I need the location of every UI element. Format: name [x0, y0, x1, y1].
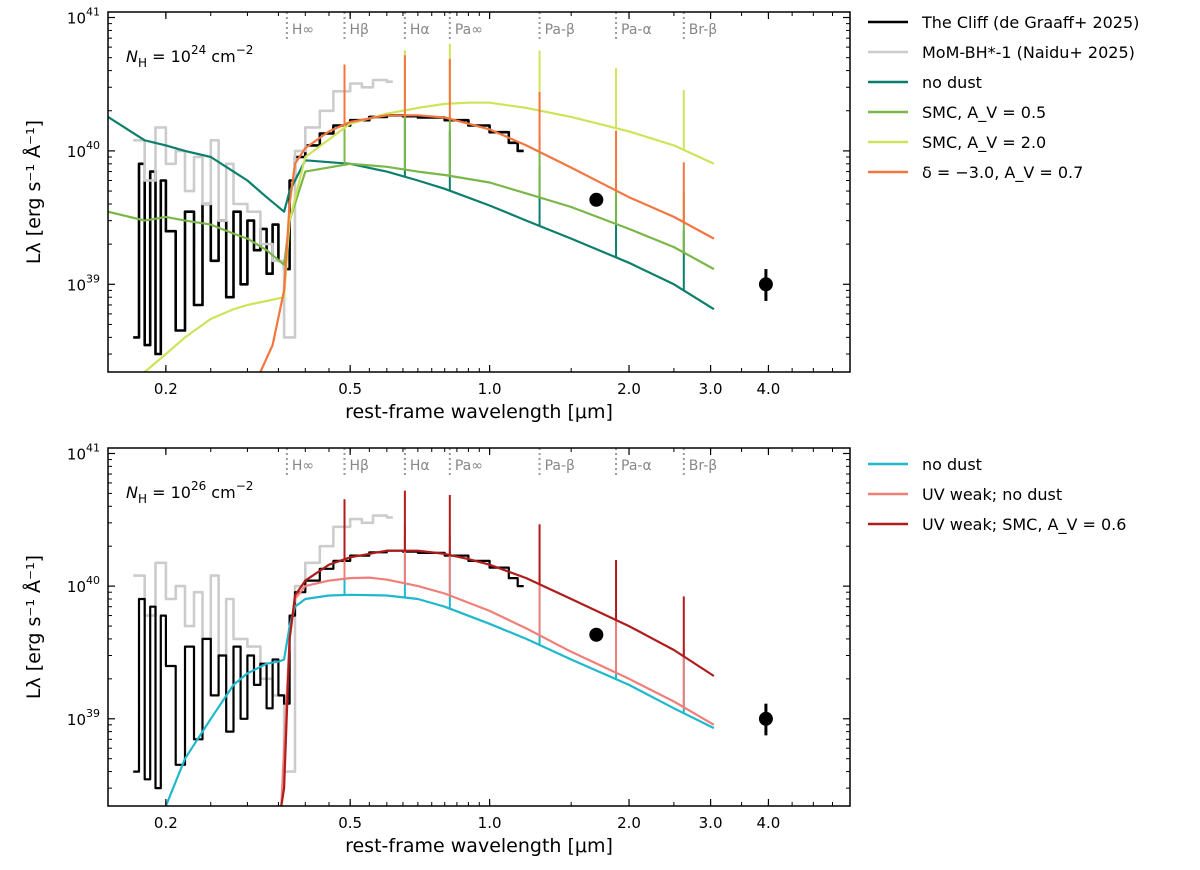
x-tick-label: 1.0 [478, 380, 502, 398]
legend-entry: MoM-BH*-1 (Naidu+ 2025) [922, 43, 1135, 62]
y-tick-label: 1041 [67, 441, 100, 463]
y-tick-label: 1039 [67, 272, 100, 294]
x-axis-label: rest-frame wavelength [μm] [345, 835, 613, 857]
emission-line-label: Pa-β [545, 22, 575, 38]
x-tick-label: 0.5 [338, 380, 362, 398]
photometry-point [758, 277, 773, 292]
series-line [133, 114, 524, 356]
y-tick-label: 1040 [67, 139, 100, 161]
panel-bottom: H∞ Hβ Hα Pa∞ Pa-β Pa-α Br-β 0.2 0.5 1.0 2.0 3.0 4.0 1… [22, 441, 1126, 857]
series-line [133, 78, 393, 339]
series-line [143, 101, 715, 372]
emission-line-label: Br-β [689, 22, 717, 38]
series-line [259, 114, 715, 372]
emission-line-label: Pa-α [621, 458, 652, 474]
legend-entry: no dust [922, 73, 982, 92]
emission-line-label: H∞ [292, 458, 314, 474]
y-tick-label: 1040 [67, 574, 100, 596]
y-axis-label: Lλ [erg s⁻¹ Å⁻¹] [22, 120, 45, 264]
series-line [133, 514, 393, 773]
x-tick-label: 1.0 [478, 814, 502, 832]
plot-area [108, 12, 773, 372]
photometry-point [589, 192, 604, 207]
emission-line-label: Pa-β [545, 458, 575, 474]
x-tick-label: 0.5 [338, 814, 362, 832]
x-tick-label: 0.2 [154, 814, 178, 832]
y-tick-label: 1041 [67, 6, 100, 28]
x-tick-label: 3.0 [699, 814, 723, 832]
x-tick-label: 4.0 [757, 814, 781, 832]
emission-line-label: Hα [410, 22, 430, 38]
x-tick-label: 2.0 [617, 814, 641, 832]
series-line [164, 593, 715, 806]
emission-line-label: Pa-α [621, 22, 652, 38]
legend-entry: no dust [922, 455, 982, 474]
photometry-point [758, 711, 773, 726]
series-line [108, 115, 715, 311]
y-axis-label: Lλ [erg s⁻¹ Å⁻¹] [22, 555, 45, 699]
y-tick-label: 1039 [67, 707, 100, 729]
emission-line-label: Hβ [350, 458, 369, 474]
emission-line-label: H∞ [292, 22, 314, 38]
series-line [280, 549, 715, 806]
legend-entry: δ = −3.0, A_V = 0.7 [922, 163, 1083, 183]
emission-line-label: Pa∞ [455, 22, 483, 38]
column-density-annotation: NH = 1026 cm−2 [126, 479, 253, 506]
x-axis-label: rest-frame wavelength [μm] [345, 401, 613, 423]
column-density-annotation: NH = 1024 cm−2 [126, 43, 253, 70]
plot-area [133, 448, 773, 806]
legend-entry: The Cliff (de Graaff+ 2025) [921, 13, 1139, 32]
series-line [108, 162, 715, 271]
emission-line-label: Hα [410, 458, 430, 474]
x-tick-label: 2.0 [617, 380, 641, 398]
legend: The Cliff (de Graaff+ 2025) MoM-BH*-1 (Na… [868, 13, 1139, 183]
x-tick-label: 4.0 [757, 380, 781, 398]
x-tick-label: 3.0 [699, 380, 723, 398]
panel-top: H∞ Hβ Hα Pa∞ Pa-β Pa-α Br-β 0.2 0.5 1.0 2.0 3.0 4.0 1… [22, 6, 1139, 423]
emission-line-label: Br-β [689, 458, 717, 474]
emission-line-label: Pa∞ [455, 458, 483, 474]
x-tick-label: 0.2 [154, 380, 178, 398]
series-line [280, 576, 715, 806]
photometry-point [589, 627, 604, 642]
legend-entry: UV weak; no dust [922, 485, 1062, 504]
legend-entry: SMC, A_V = 0.5 [922, 103, 1046, 123]
legend: no dust UV weak; no dust UV weak; SMC, A_V… [868, 455, 1126, 535]
legend-entry: UV weak; SMC, A_V = 0.6 [922, 515, 1126, 535]
series-line [133, 549, 524, 790]
legend-entry: SMC, A_V = 2.0 [922, 133, 1046, 153]
emission-line-label: Hβ [350, 22, 369, 38]
